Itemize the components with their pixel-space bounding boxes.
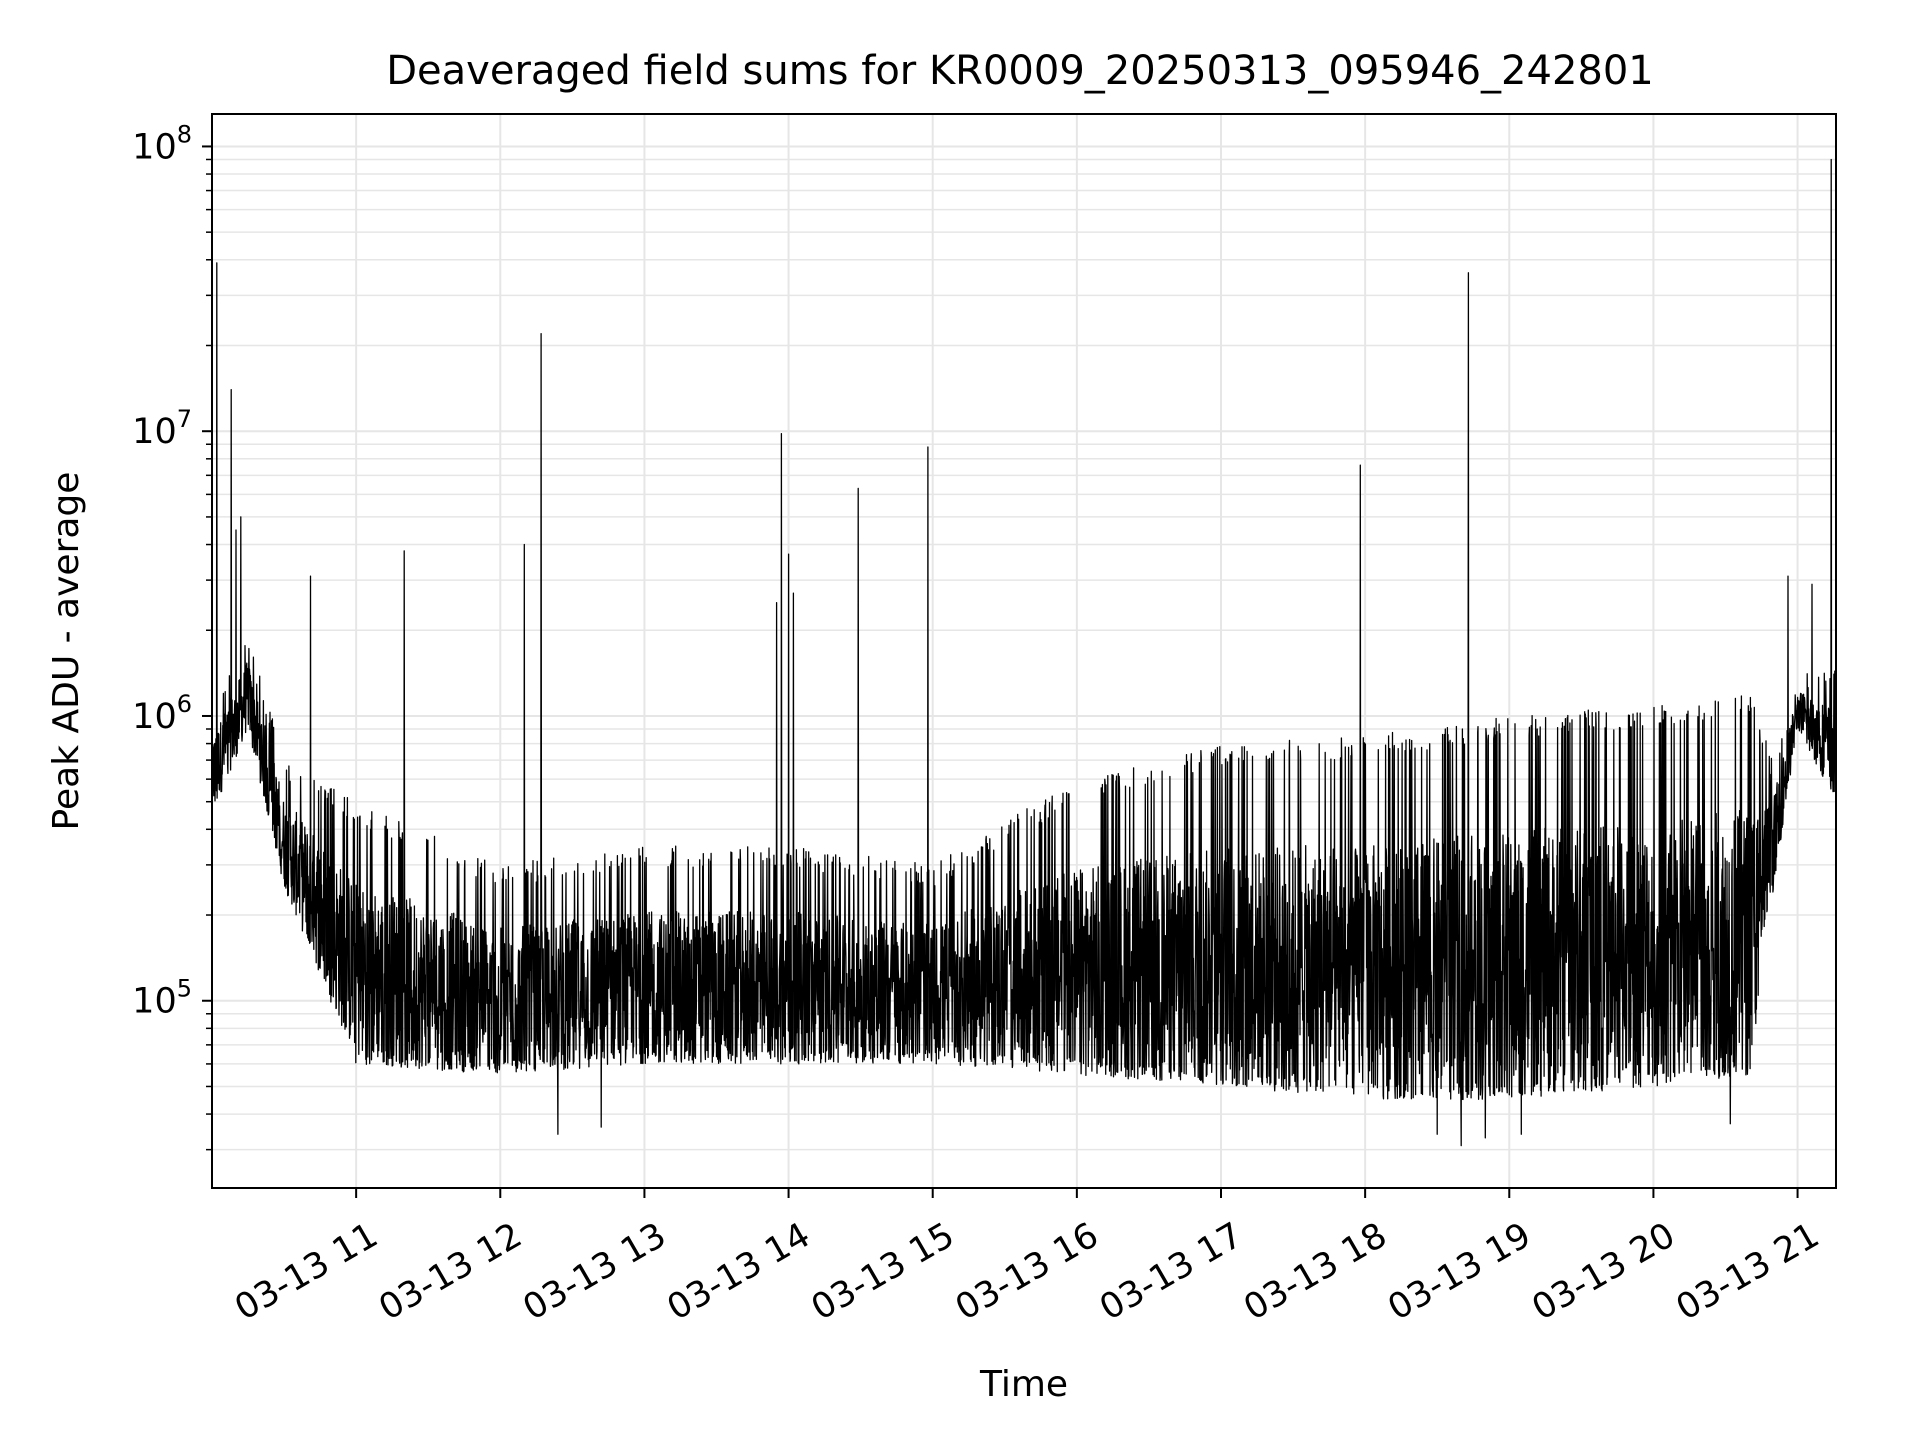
y-tick-label: 107 (132, 405, 192, 452)
data-series (211, 158, 1837, 1147)
y-axis-label: Peak ADU - average (46, 472, 87, 831)
x-axis-label: Time (979, 1364, 1068, 1405)
y-axis-ticks: 105 106 107 108 (132, 120, 212, 1151)
plot-area-frame (211, 113, 1837, 1189)
chart-title: Deaveraged field sums for KR0009_2025031… (386, 48, 1654, 94)
peak-adu-line (211, 158, 1837, 1147)
y-tick-label: 106 (132, 690, 192, 737)
y-tick-label: 105 (132, 975, 192, 1022)
y-tick-label: 108 (132, 120, 192, 167)
